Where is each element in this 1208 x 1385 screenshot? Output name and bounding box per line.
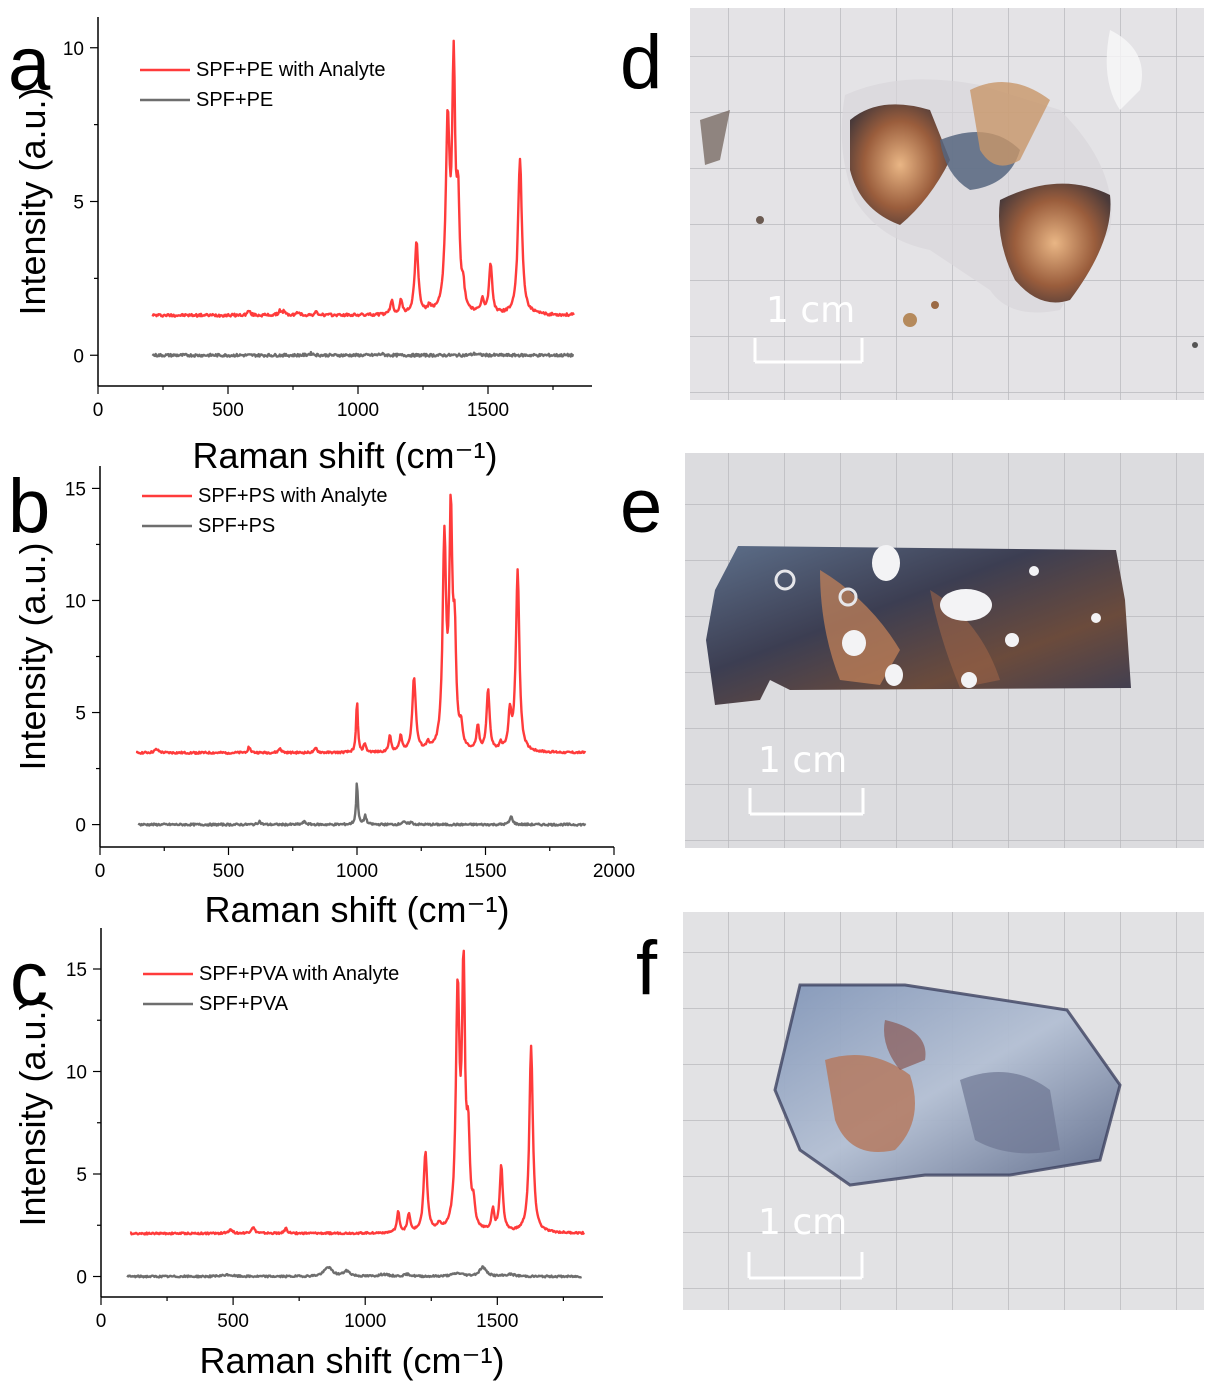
y-tick-label-b: 5 <box>75 704 86 725</box>
x-tick-label-c: 1500 <box>476 1311 518 1332</box>
film-sample-d <box>700 30 1198 348</box>
y-tick-label-a: 0 <box>73 346 84 367</box>
legend-label-a-1: SPF+PE <box>196 89 273 111</box>
scale-bar-f: 1 cm <box>747 1202 864 1280</box>
scale-bar-e: 1 cm <box>748 740 865 816</box>
y-axis-title-a: Intensity (a.u.) <box>12 87 53 315</box>
x-tick-label-b: 2000 <box>593 861 635 882</box>
y-tick-label-c: 15 <box>66 960 87 981</box>
scale-label-f: 1 cm <box>758 1202 847 1243</box>
y-tick-label-a: 10 <box>63 39 84 60</box>
y-tick-label-b: 0 <box>75 816 86 837</box>
y-tick-label-c: 5 <box>76 1165 87 1186</box>
panel-label-f: f <box>636 926 658 1011</box>
x-tick-label-c: 1000 <box>344 1311 386 1332</box>
x-tick-label-c: 500 <box>217 1311 249 1332</box>
legend-label-c-0: SPF+PVA with Analyte <box>199 963 399 985</box>
x-tick-label-b: 0 <box>95 861 106 882</box>
y-tick-label-c: 0 <box>76 1268 87 1289</box>
series-line-a-blank <box>151 350 575 358</box>
legend-label-b-0: SPF+PS with Analyte <box>198 485 388 507</box>
x-axis-title-b: Raman shift (cm⁻¹) <box>204 889 509 930</box>
panel-label-b: b <box>8 464 50 549</box>
legend-label-a-0: SPF+PE with Analyte <box>196 59 386 81</box>
y-tick-label-b: 15 <box>65 479 86 500</box>
legend-label-c-1: SPF+PVA <box>199 993 289 1015</box>
x-tick-label-a: 0 <box>93 400 104 421</box>
legend-label-b-1: SPF+PS <box>198 515 275 537</box>
x-tick-label-b: 1000 <box>336 861 378 882</box>
x-axis-title-a: Raman shift (cm⁻¹) <box>192 435 497 476</box>
x-tick-label-a: 1500 <box>467 400 509 421</box>
photo-panel-e: 1 cm <box>685 453 1204 848</box>
scale-label-d: 1 cm <box>766 290 855 331</box>
series-line-c-blank <box>126 1265 583 1279</box>
panel-label-e: e <box>620 464 662 549</box>
x-tick-label-a: 1000 <box>337 400 379 421</box>
photo-panel-d: 1 cm <box>690 8 1204 400</box>
series-line-b-blank <box>137 782 587 827</box>
series-line-a-analyte <box>151 39 575 318</box>
y-axis-title-b: Intensity (a.u.) <box>12 542 53 770</box>
film-sample-f <box>773 983 1122 1187</box>
x-tick-label-b: 500 <box>213 861 245 882</box>
chart-panel-b: 0 500 1000 1500 2000 0 5 10 15 Raman shift (cm⁻¹)… <box>12 466 635 930</box>
chart-panel-a: 0 500 1000 1500 0 5 10 Raman shift (cm⁻¹) Intens… <box>12 17 592 476</box>
scale-label-e: 1 cm <box>758 740 847 781</box>
x-tick-label-a: 500 <box>212 400 244 421</box>
series-line-b-analyte <box>135 493 587 755</box>
series-line-c-analyte <box>129 949 586 1236</box>
panel-label-d: d <box>620 20 662 105</box>
y-tick-label-a: 5 <box>73 193 84 214</box>
chart-panel-c: 0 500 1000 1500 0 5 10 15 Raman shift (cm⁻¹) Inte… <box>12 928 603 1381</box>
scale-bar-d: 1 cm <box>753 290 864 364</box>
y-tick-label-c: 10 <box>66 1063 87 1084</box>
x-tick-label-b: 1500 <box>464 861 506 882</box>
panel-label-c: c <box>10 937 48 1022</box>
x-tick-label-c: 0 <box>96 1311 107 1332</box>
film-sample-e <box>706 545 1131 705</box>
y-axis-title-c: Intensity (a.u.) <box>12 998 53 1226</box>
photo-panel-f: 1 cm <box>683 912 1204 1310</box>
y-tick-label-b: 10 <box>65 591 86 612</box>
panel-label-a: a <box>8 22 51 107</box>
x-axis-title-c: Raman shift (cm⁻¹) <box>199 1340 504 1381</box>
